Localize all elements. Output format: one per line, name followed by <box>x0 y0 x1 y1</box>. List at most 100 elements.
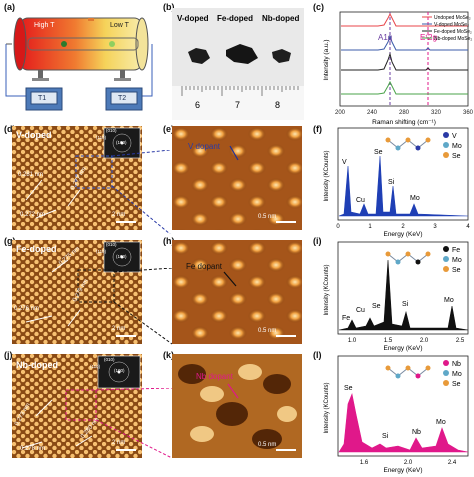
panel-k-label: (k) <box>163 350 174 360</box>
grown-crystal <box>109 41 115 47</box>
eds-l-peak-si: Si <box>382 433 389 440</box>
eds-i-peak-cu: Cu <box>356 307 365 314</box>
crystal-photo <box>172 8 304 120</box>
raman-chart: 200 240 280 320 360 Raman shifting (cm⁻¹… <box>323 11 474 126</box>
eds-l-peak-nb: Nb <box>412 429 421 436</box>
eds-f-xtick-3: 3 <box>433 224 437 230</box>
fft-d-100: (100) <box>116 140 127 145</box>
fft-g-100: (100) <box>116 254 127 259</box>
title-fe-doped: Fe-doped <box>16 244 57 254</box>
raman-legend-nb: Nb-doped MoSe₂ <box>434 36 472 42</box>
box2-label: T2 <box>118 95 127 102</box>
eds-l-xlabel: Energy (KeV) <box>383 467 422 474</box>
panel-g-label: (g) <box>4 236 16 246</box>
panel-j-label: (j) <box>4 350 13 360</box>
dopant-pointer-v <box>229 145 239 161</box>
structure-icon-nb <box>385 365 431 379</box>
raman-series-nb-doped <box>341 80 468 95</box>
panel-c-label: (c) <box>313 2 324 12</box>
eds-i-legend-mo: Mo <box>452 257 462 264</box>
caption-v-doped: V-doped <box>177 14 209 23</box>
dopant-pointer-fe <box>223 271 237 287</box>
zoomed-image-v <box>172 126 302 230</box>
structure-icon-fe <box>385 251 431 265</box>
eds-l-ylabel: Intensity (KCounts) <box>324 382 330 433</box>
ruler-number-8: 8 <box>275 100 281 110</box>
raman-legend-v: V-doped MoSe₂ <box>434 22 469 28</box>
eds-f-legend-se: Se <box>452 153 461 160</box>
eds-i-peak-mo: Mo <box>444 297 454 304</box>
eds-i-peak-si: Si <box>402 301 409 308</box>
fft-g-110: (110) <box>96 249 107 254</box>
eds-chart-nb: 1.6 2.0 2.4 Energy (KeV) Intensity (KCou… <box>324 355 469 474</box>
raman-xtick-280: 280 <box>399 110 410 116</box>
scalebar-g-label: 2 nm <box>112 326 126 332</box>
eds-l-legend-se: Se <box>452 381 461 388</box>
fe-doped-crystal <box>226 44 258 64</box>
zoom-leaders-fe <box>114 268 173 345</box>
nb-doped-crystal <box>272 49 291 63</box>
fft-j-010: (010) <box>104 357 115 362</box>
eds-l-legend-mo: Mo <box>452 371 462 378</box>
zoom-box-fe <box>77 269 115 303</box>
source-material <box>61 41 67 47</box>
eds-f-xtick-0: 0 <box>336 224 340 230</box>
eds-f-ylabel: Intensity (KCounts) <box>324 150 330 201</box>
title-v-doped: V-doped <box>16 130 52 140</box>
eds-i-legend-fe: Fe <box>452 247 460 254</box>
fft-j-100: (100) <box>114 368 125 373</box>
stem-image-v <box>12 126 142 230</box>
caption-nb-doped: Nb-doped <box>262 14 300 23</box>
eds-spectrum-v <box>338 155 469 217</box>
spacing-g-2: 0.276 nm <box>14 306 40 312</box>
spacing-d-1: 0.281 nm <box>18 172 44 178</box>
eds-f-peak-se: Se <box>374 149 383 156</box>
eds-f-xlabel: Energy (KeV) <box>383 231 422 238</box>
zoom-box-nb <box>65 389 97 421</box>
raman-xtick-200: 200 <box>335 110 346 116</box>
caption-fe-doped: Fe-doped <box>217 14 253 23</box>
raman-legend-fe: Fe-doped MoSe₂ <box>434 29 472 35</box>
fft-d-110: (110) <box>96 135 107 140</box>
eds-l-xtick-2: 2.4 <box>448 460 457 466</box>
zoom-leaders-nb <box>96 388 173 459</box>
raman-series-v-doped <box>341 34 468 51</box>
fft-d-010: (010) <box>106 128 117 133</box>
eds-f-xtick-2: 2 <box>401 224 405 230</box>
spacing-d-3: 0.272 nm <box>20 212 46 218</box>
box1-label: T1 <box>38 95 47 102</box>
raman-series-undoped <box>341 12 468 27</box>
panel-f-label: (f) <box>313 124 322 134</box>
v-doped-crystal <box>188 48 210 64</box>
eds-f-legend-v: V <box>452 133 457 140</box>
a1g-label: A1g <box>378 33 392 42</box>
low-t-label: Low T <box>110 22 129 29</box>
high-t-label: High T <box>34 22 55 29</box>
raman-xtick-240: 240 <box>367 110 378 116</box>
eds-l-xtick-0: 1.6 <box>360 460 369 466</box>
eds-chart-v: 0 1 2 3 4 Energy (KeV) Intensity (KCount… <box>324 127 470 238</box>
eds-spectrum-nb <box>338 392 469 453</box>
scalebar-d-label: 2 nm <box>112 212 126 218</box>
scalebar-h-label: 0.5 nm <box>258 328 277 334</box>
zoom-box-v <box>75 155 113 189</box>
panel-a-label: (a) <box>4 2 15 12</box>
eds-i-peak-se: Se <box>372 303 381 310</box>
raman-ylabel: Intensity (a.u.) <box>323 39 330 80</box>
eds-f-xtick-4: 4 <box>466 224 470 230</box>
panel-b-label: (b) <box>163 2 175 12</box>
eds-f-peak-mo: Mo <box>410 195 420 202</box>
eds-i-peak-fe: Fe <box>342 315 350 322</box>
dopant-pointer-nb <box>227 383 239 399</box>
panel-l-label: (l) <box>313 350 322 360</box>
furnace-schematic <box>5 17 153 111</box>
fft-j-110: (110) <box>90 364 101 369</box>
panel-h-label: (h) <box>163 236 175 246</box>
eds-chart-fe: 1.0 1.5 2.0 2.5 Energy (KeV) Intensity (… <box>324 241 469 352</box>
raman-series-fe-doped <box>341 52 468 71</box>
title-nb-doped: Nb-doped <box>16 360 58 370</box>
structure-icon-v <box>385 137 431 151</box>
scalebar-k-label: 0.5 nm <box>258 442 277 448</box>
eds-i-ylabel: Intensity (KCounts) <box>324 264 330 315</box>
thermocouple-box-2 <box>105 87 143 111</box>
